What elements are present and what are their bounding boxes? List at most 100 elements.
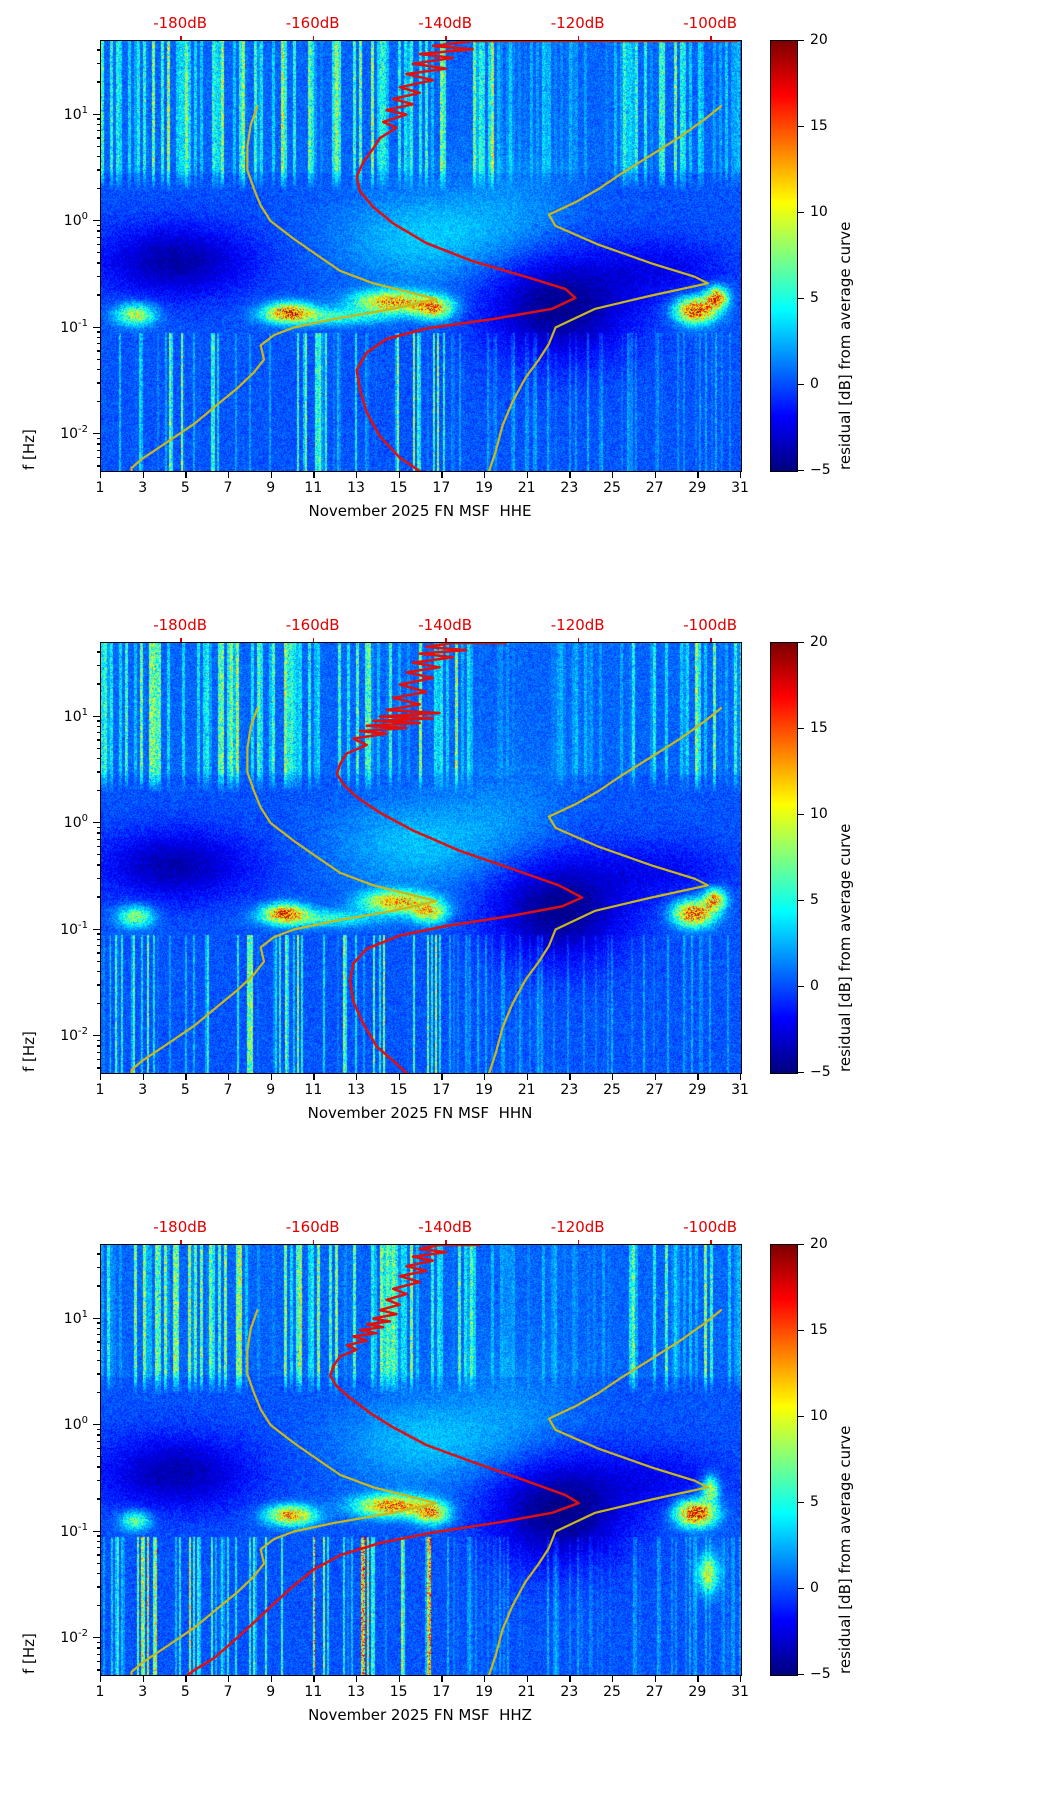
x-tick-label: 27 bbox=[645, 480, 664, 496]
top-db-tick-mark bbox=[710, 1240, 712, 1244]
x-tick-label: 27 bbox=[645, 1082, 664, 1098]
y-minor-tick-mark bbox=[96, 1045, 100, 1047]
y-minor-tick-mark bbox=[96, 896, 100, 898]
x-tick-mark bbox=[356, 1675, 358, 1682]
peterson-nhnm-curve bbox=[488, 706, 723, 1073]
x-tick-mark bbox=[697, 471, 699, 478]
colorbar-tick-label: 0 bbox=[810, 1580, 819, 1596]
y-minor-tick-mark bbox=[96, 1440, 100, 1442]
y-minor-tick-mark bbox=[96, 1067, 100, 1069]
x-tick-mark bbox=[569, 1073, 571, 1080]
x-tick-label: 29 bbox=[688, 480, 707, 496]
x-tick-mark bbox=[654, 1675, 657, 1682]
y-minor-tick-mark bbox=[96, 826, 100, 829]
top-db-tick-mark bbox=[445, 638, 447, 642]
y-tick-mark bbox=[93, 433, 100, 435]
x-tick-mark bbox=[313, 1073, 315, 1080]
colorbar-gradient bbox=[771, 41, 797, 471]
colorbar-tick-mark bbox=[798, 986, 804, 988]
y-minor-tick-mark bbox=[96, 331, 100, 333]
x-tick-mark bbox=[142, 471, 145, 478]
y-axis-ticks: 101 100 10-1 10-2 bbox=[0, 642, 100, 1072]
y-tick-mark bbox=[93, 1637, 100, 1639]
colorbar-tick-mark bbox=[798, 1416, 804, 1418]
top-db-tick-mark bbox=[577, 638, 580, 642]
peterson-nlnm-curve bbox=[130, 706, 438, 1073]
x-tick-label: 17 bbox=[432, 480, 451, 496]
y-minor-tick-mark bbox=[96, 1322, 100, 1324]
x-tick-label: 25 bbox=[603, 480, 621, 496]
x-tick-label: 13 bbox=[347, 480, 365, 496]
x-tick-label: 23 bbox=[560, 1684, 579, 1700]
x-tick-label: 1 bbox=[95, 1684, 105, 1700]
panel-title: November 2025 FN MSF HHZ bbox=[308, 1706, 532, 1724]
colorbar-tick-label: 10 bbox=[810, 1408, 828, 1424]
top-db-tick-label: -140dB bbox=[418, 14, 473, 32]
top-db-tick-label: -180dB bbox=[153, 616, 208, 634]
x-tick-mark bbox=[740, 471, 742, 478]
x-tick-mark bbox=[185, 1675, 187, 1682]
colorbar-tick-label: 20 bbox=[810, 634, 828, 650]
psd-curves-overlay bbox=[130, 41, 739, 471]
x-tick-label: 3 bbox=[138, 480, 148, 496]
spectrogram-panel-hhz: -180dB -160dB -140dB -120dB -100dB f [Hz] 10… bbox=[0, 1204, 1052, 1806]
colorbar-tick-label: 10 bbox=[810, 204, 828, 220]
y-minor-tick-mark bbox=[96, 1653, 100, 1655]
x-axis-ticks: 1 3 5 7 9 11 13 15 17 19 21 23 25 27 29 31 bbox=[96, 1072, 749, 1102]
y-minor-tick-mark bbox=[96, 1253, 100, 1255]
top-db-tick-label: -180dB bbox=[153, 1218, 208, 1236]
top-db-tick-label: -100dB bbox=[683, 1218, 738, 1236]
top-db-tick-label: -160dB bbox=[285, 1218, 340, 1236]
top-db-axis: -180dB -160dB -140dB -120dB -100dB bbox=[100, 610, 740, 642]
y-tick-mark bbox=[93, 1317, 100, 1319]
peterson-nhnm-curve bbox=[488, 1308, 723, 1675]
y-minor-tick-mark bbox=[96, 1285, 100, 1287]
x-tick-label: 1 bbox=[95, 480, 105, 496]
top-db-tick-mark bbox=[710, 36, 712, 40]
median-psd-curve bbox=[355, 41, 739, 471]
y-minor-tick-mark bbox=[96, 864, 100, 866]
y-minor-tick-mark bbox=[96, 449, 100, 451]
y-minor-tick-mark bbox=[96, 368, 100, 371]
y-minor-tick-mark bbox=[96, 1039, 100, 1042]
top-db-tick-mark bbox=[312, 1240, 315, 1244]
colorbar-tick-mark bbox=[798, 1502, 804, 1504]
y-minor-tick-mark bbox=[96, 938, 100, 941]
y-minor-tick-mark bbox=[96, 118, 100, 120]
colorbar-tick-label: −5 bbox=[810, 1064, 831, 1080]
colorbar-tick-label: −5 bbox=[810, 462, 831, 478]
x-tick-mark bbox=[526, 471, 529, 478]
y-minor-tick-mark bbox=[96, 1266, 100, 1269]
x-tick-label: 19 bbox=[475, 1684, 493, 1700]
colorbar-tick-mark bbox=[798, 900, 804, 902]
y-minor-tick-mark bbox=[96, 854, 100, 856]
x-tick-label: 27 bbox=[645, 1684, 664, 1700]
y-minor-tick-mark bbox=[96, 1349, 100, 1351]
x-tick-mark bbox=[526, 1073, 529, 1080]
y-minor-tick-mark bbox=[96, 252, 100, 254]
y-minor-tick-mark bbox=[96, 664, 100, 667]
y-minor-tick-mark bbox=[96, 1660, 100, 1663]
x-tick-mark bbox=[398, 1073, 401, 1080]
y-minor-tick-mark bbox=[96, 739, 100, 741]
y-minor-tick-mark bbox=[96, 443, 100, 445]
y-minor-tick-mark bbox=[96, 832, 100, 834]
colorbar-tick-label: 5 bbox=[810, 892, 819, 908]
colorbar-tick-label: 15 bbox=[810, 720, 828, 736]
y-minor-tick-mark bbox=[96, 137, 100, 139]
x-tick-label: 17 bbox=[432, 1684, 451, 1700]
y-tick-label: 100 bbox=[63, 1415, 88, 1433]
x-tick-mark bbox=[526, 1675, 529, 1682]
median-psd-curve bbox=[186, 1245, 580, 1675]
top-db-tick-mark bbox=[312, 36, 315, 40]
colorbar-ticks: −5 0 5 10 15 20 bbox=[798, 634, 858, 1080]
colorbar-tick-mark bbox=[798, 298, 804, 300]
x-tick-label: 9 bbox=[266, 1082, 276, 1098]
x-tick-mark bbox=[612, 471, 614, 478]
peterson-nlnm-curve bbox=[130, 104, 438, 471]
x-tick-label: 31 bbox=[731, 1684, 749, 1700]
x-tick-label: 1 bbox=[95, 1082, 105, 1098]
x-tick-label: 29 bbox=[688, 1684, 707, 1700]
colorbar bbox=[770, 40, 798, 472]
y-minor-tick-mark bbox=[96, 1002, 100, 1005]
